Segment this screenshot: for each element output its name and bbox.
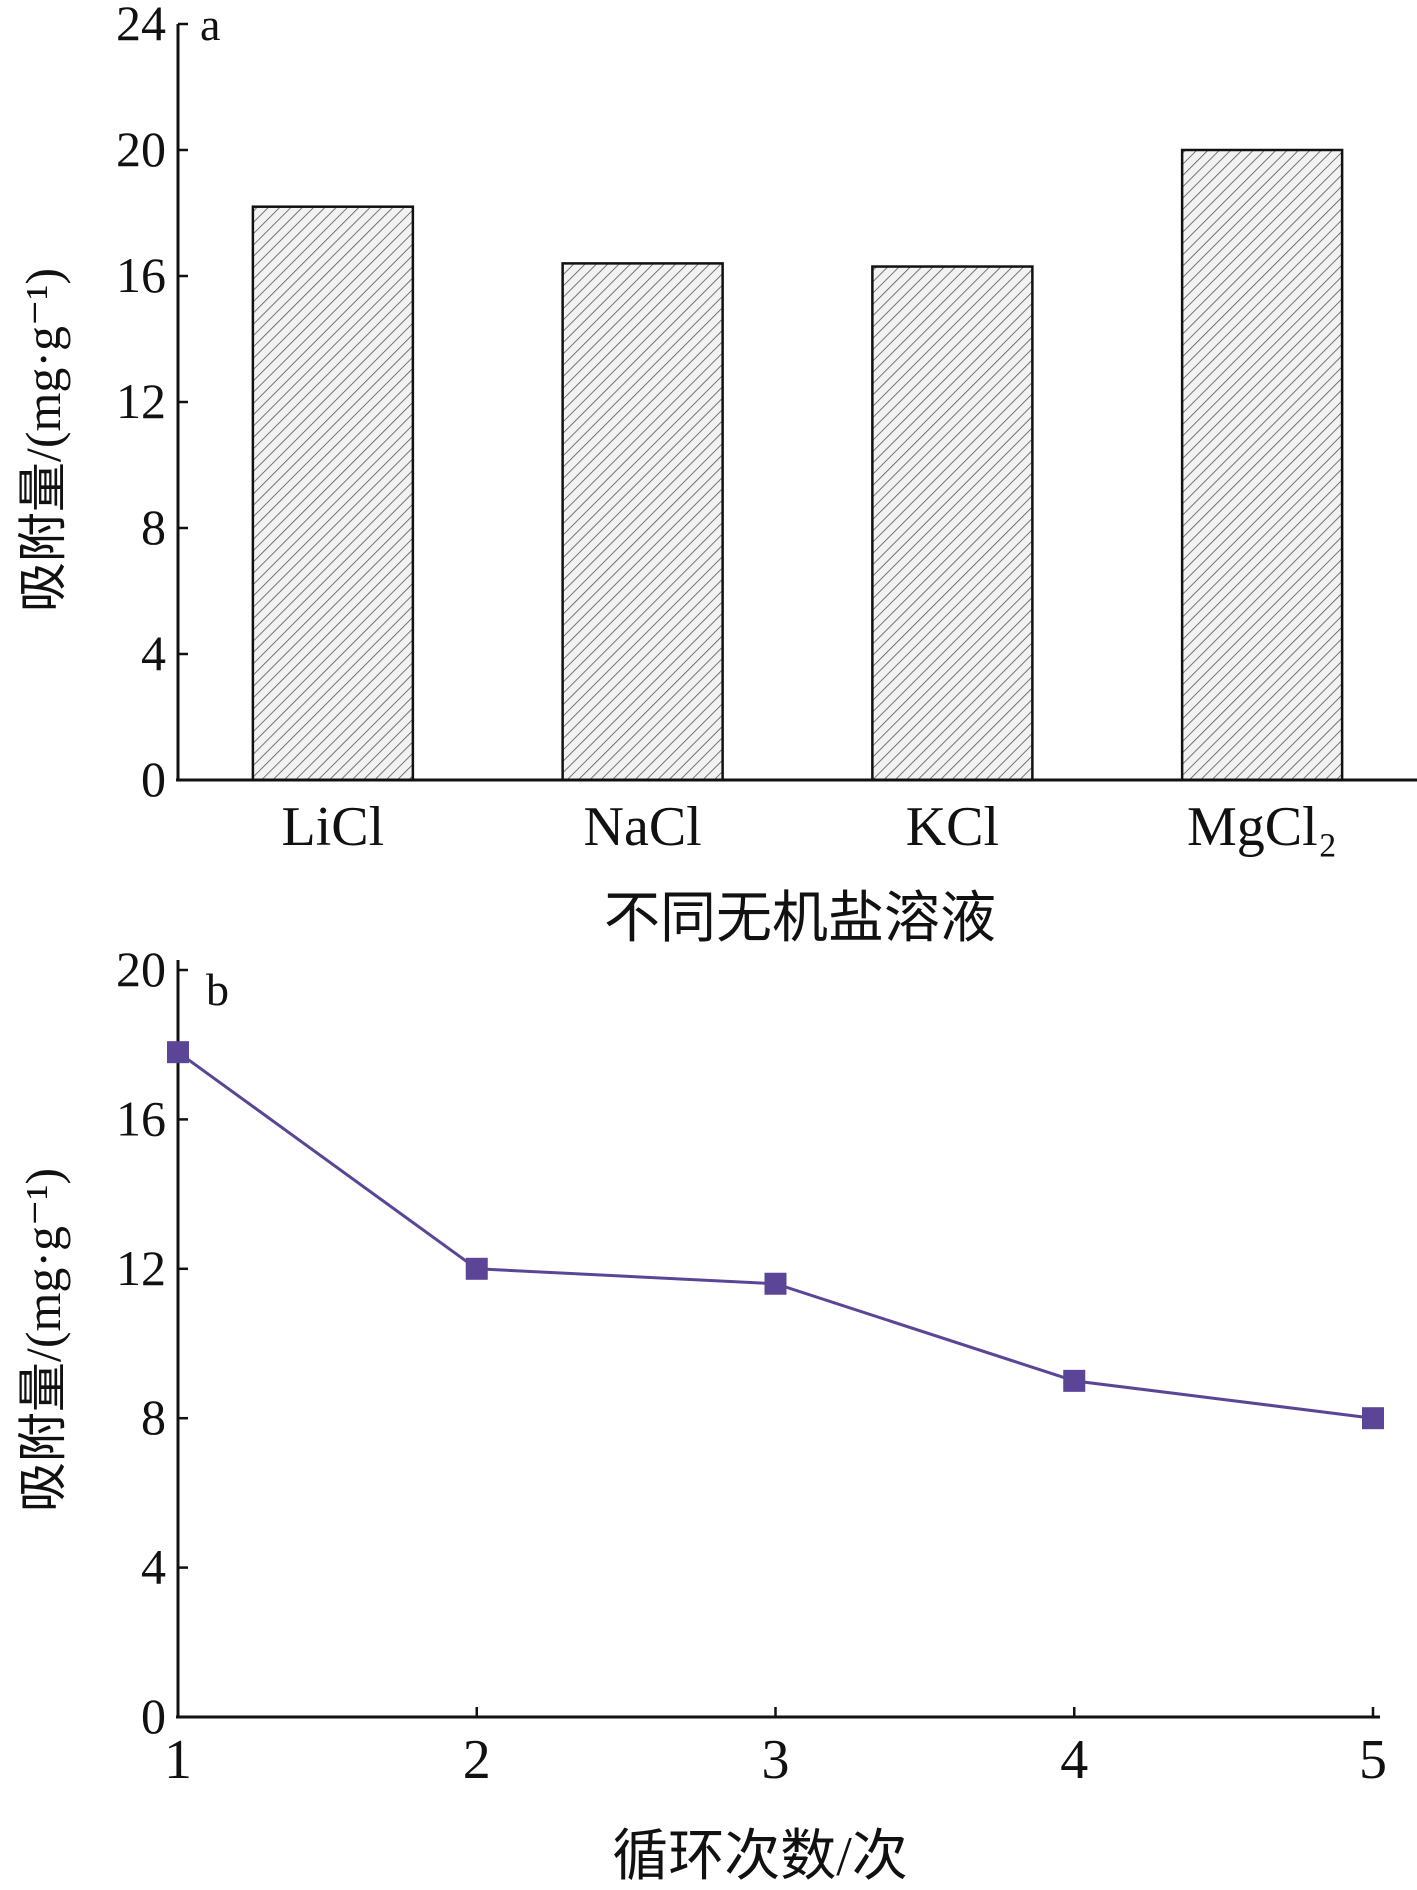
panel-a-x-axis-title: 不同无机盐溶液 — [604, 888, 996, 950]
data-point-marker — [1063, 1369, 1086, 1392]
y-tick-label: 4 — [141, 1539, 166, 1595]
x-tick-label: NaCl — [584, 796, 702, 858]
y-tick-label: 0 — [141, 1688, 166, 1744]
panel-b-series — [167, 1041, 1384, 1430]
y-tick-label: 16 — [116, 1090, 166, 1146]
panel-a-bar-chart: a 0 4 8 12 16 20 24 LiCl NaCl KCl MgCl₂ 不同无机盐溶液 吸… — [15, 0, 1417, 950]
y-tick-label: 20 — [116, 941, 166, 997]
panel-a-label: a — [200, 0, 220, 50]
data-point-marker — [167, 1041, 189, 1064]
x-tick-label: 4 — [1060, 1729, 1088, 1791]
y-tick-label: 20 — [116, 121, 166, 177]
y-tick-label: 8 — [141, 1389, 166, 1445]
data-point-marker — [465, 1257, 488, 1280]
x-tick-label: 3 — [762, 1729, 790, 1791]
data-point-marker — [764, 1272, 787, 1295]
panel-a-x-tick-labels: LiCl NaCl KCl MgCl₂ — [282, 796, 1338, 858]
panel-a-y-ticks: 0 4 8 12 16 20 24 — [116, 0, 188, 807]
panel-b-label: b — [206, 964, 229, 1015]
series-line — [177, 1050, 1374, 1420]
x-tick-label: 5 — [1359, 1729, 1387, 1791]
bar — [561, 262, 724, 782]
bar — [251, 205, 415, 782]
x-tick-label: 1 — [164, 1729, 192, 1791]
x-tick-label: 2 — [463, 1729, 491, 1791]
y-tick-label: 16 — [116, 247, 166, 303]
y-tick-label: 0 — [141, 751, 166, 807]
y-tick-label: 24 — [116, 0, 166, 51]
x-tick-label: MgCl₂ — [1187, 796, 1337, 858]
panel-b-y-ticks: 0 4 8 12 16 20 — [116, 941, 188, 1744]
x-tick-label: KCl — [906, 796, 999, 858]
y-tick-label: 4 — [141, 625, 166, 681]
data-point-marker — [1362, 1407, 1384, 1430]
panel-b-x-axis-title: 循环次数/次 — [612, 1826, 908, 1888]
y-tick-label: 8 — [141, 499, 166, 555]
y-tick-label: 12 — [116, 1240, 166, 1296]
bar — [871, 265, 1034, 782]
panel-b-y-axis-title: 吸附量/(mg·g⁻¹) — [15, 1168, 71, 1512]
panel-b-x-ticks: 1 2 3 4 5 — [164, 1707, 1387, 1791]
panel-a-y-axis-title: 吸附量/(mg·g⁻¹) — [15, 268, 71, 612]
bar — [1180, 148, 1344, 782]
panel-a-bars — [251, 148, 1344, 782]
x-tick-label: LiCl — [282, 796, 385, 858]
y-tick-label: 12 — [116, 373, 166, 429]
